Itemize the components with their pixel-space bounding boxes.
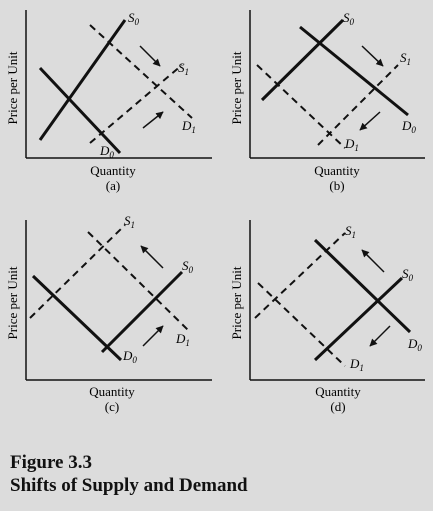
- panel-d-axes: [249, 220, 425, 381]
- supply-demand-figure: Price per Unit Quantity (a) S0 S1 D0 D1 …: [5, 10, 425, 414]
- panel-b-label-d1: D1: [344, 136, 359, 153]
- panel-d-label-d1: D1: [349, 356, 364, 373]
- panel-d-supply-s1: [254, 232, 346, 319]
- panel-d-sublabel: (d): [330, 399, 345, 414]
- panel-a-axes: [25, 10, 212, 159]
- panel-a: Price per Unit Quantity (a) S0 S1 D0 D1: [5, 10, 212, 193]
- panel-d-arrow-demand-shift: [369, 325, 391, 347]
- panel-c-sublabel: (c): [105, 399, 119, 414]
- figure-title: Shifts of Supply and Demand: [10, 475, 248, 496]
- panel-d: Price per Unit Quantity (d) S0 S1 D0 D1: [229, 220, 425, 414]
- panel-d-x-axis-label: Quantity: [315, 384, 361, 399]
- panel-c-x-axis-label: Quantity: [89, 384, 135, 399]
- figure-number: Figure 3.3: [10, 452, 92, 473]
- panel-d-arrow-supply-shift: [361, 249, 385, 273]
- panel-c-label-d0: D0: [122, 348, 137, 365]
- panel-a-label-d1: D1: [181, 118, 196, 135]
- panel-d-demand-d1: [257, 282, 346, 367]
- panel-b-label-s0: S0: [343, 10, 355, 27]
- panel-d-y-axis-label: Price per Unit: [229, 266, 244, 339]
- panel-b-demand-d1: [256, 64, 346, 149]
- panel-a-supply-s1: [89, 64, 183, 144]
- panel-b-axes: [249, 10, 425, 159]
- panel-c-label-d1: D1: [175, 331, 190, 348]
- panel-d-label-s0: S0: [402, 266, 414, 283]
- panel-a-label-s1: S1: [178, 60, 189, 77]
- panel-c-supply-s1: [29, 224, 126, 319]
- panel-c: Price per Unit Quantity (c) S0 S1 D0 D1: [5, 213, 212, 414]
- panel-c-axes: [25, 220, 212, 381]
- panel-b-arrow-demand-shift: [359, 111, 381, 131]
- panel-c-demand-d0: [31, 274, 123, 362]
- panel-c-arrow-demand-shift: [142, 325, 164, 347]
- panel-d-label-d0: D0: [407, 336, 422, 353]
- panel-a-sublabel: (a): [106, 178, 120, 193]
- panel-c-supply-s0: [100, 270, 184, 354]
- panel-a-supply-s0: [38, 19, 127, 141]
- panel-b-arrow-supply-shift: [361, 45, 384, 67]
- panel-d-supply-s0: [313, 276, 404, 362]
- panel-b-label-d0: D0: [401, 118, 416, 135]
- panel-a-label-s0: S0: [128, 10, 140, 27]
- panel-b-label-s1: S1: [400, 50, 411, 67]
- panel-a-demand-d1: [89, 24, 193, 119]
- panel-c-label-s0: S0: [182, 258, 194, 275]
- panel-c-y-axis-label: Price per Unit: [5, 266, 20, 339]
- panel-a-label-d0: D0: [99, 143, 114, 160]
- panel-b-supply-s0: [260, 18, 345, 102]
- panel-a-y-axis-label: Price per Unit: [5, 51, 20, 124]
- panel-a-demand-d0: [38, 66, 122, 155]
- panel-a-arrow-demand-shift: [142, 111, 164, 129]
- panel-b: Price per Unit Quantity (b) S0 S1 D0 D1: [229, 10, 425, 193]
- panel-c-arrow-supply-shift: [140, 245, 164, 269]
- panel-b-supply-s1: [317, 64, 399, 146]
- panel-d-demand-d0: [313, 238, 412, 334]
- panel-b-demand-d0: [299, 25, 409, 117]
- panel-a-x-axis-label: Quantity: [90, 163, 136, 178]
- panel-a-arrow-supply-shift: [139, 45, 161, 67]
- panel-b-x-axis-label: Quantity: [314, 163, 360, 178]
- panel-b-y-axis-label: Price per Unit: [229, 51, 244, 124]
- panel-d-label-s1: S1: [345, 223, 356, 240]
- panel-b-sublabel: (b): [329, 178, 344, 193]
- panel-c-label-s1: S1: [124, 213, 135, 230]
